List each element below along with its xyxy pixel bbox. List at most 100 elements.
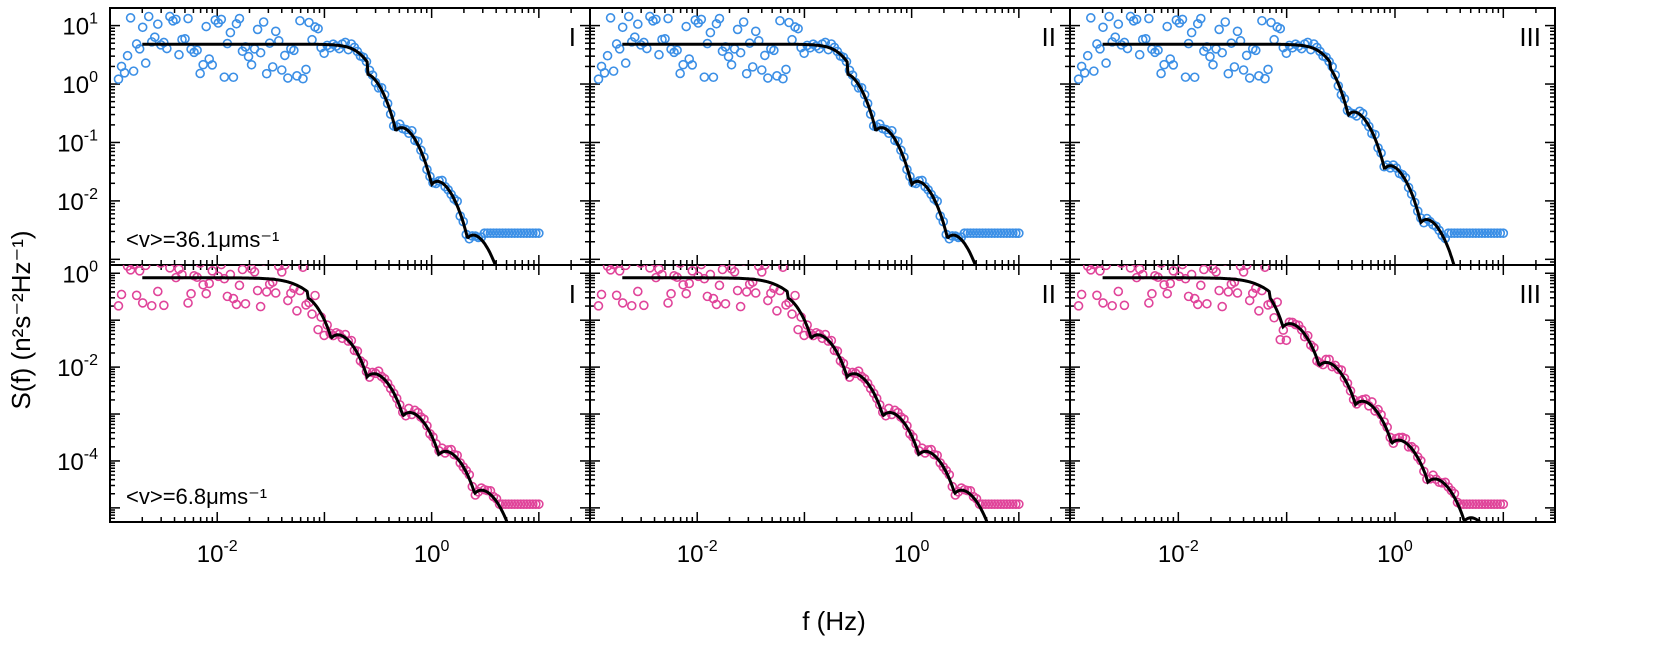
data-point	[1208, 59, 1218, 70]
data-point	[760, 265, 770, 270]
data-point	[1086, 13, 1096, 23]
data-point	[1211, 267, 1221, 277]
data-point	[1180, 72, 1191, 82]
data-point	[1208, 265, 1218, 274]
data-point	[645, 265, 655, 273]
data-point	[1403, 442, 1414, 452]
data-point	[790, 290, 800, 301]
data-point	[720, 298, 731, 309]
data-point	[793, 324, 803, 335]
data-point	[1082, 50, 1093, 61]
data-point	[121, 255, 129, 263]
data-point	[1107, 37, 1117, 47]
data-point	[1232, 26, 1243, 37]
data-point	[1079, 68, 1090, 78]
data-point	[593, 301, 604, 311]
data-point	[1214, 285, 1224, 296]
data-point	[1199, 265, 1209, 275]
data-point	[760, 50, 770, 61]
data-point	[726, 59, 737, 70]
data-point	[506, 228, 517, 239]
data-point	[494, 228, 505, 239]
data-point	[1144, 13, 1154, 24]
data-point	[1217, 47, 1227, 58]
data-point	[151, 254, 159, 262]
data-point	[195, 265, 205, 269]
data-point	[1477, 228, 1487, 239]
data-point	[1007, 499, 1018, 509]
data-point	[992, 499, 1003, 509]
data-point	[183, 298, 193, 308]
data-point	[534, 499, 544, 509]
panel-label: III	[1519, 22, 1541, 52]
data-point	[1446, 228, 1457, 239]
data-point	[705, 27, 716, 38]
data-point	[1495, 499, 1506, 509]
data-point	[207, 60, 218, 70]
data-point	[995, 499, 1006, 509]
data-point	[237, 265, 248, 275]
data-point	[633, 286, 643, 297]
data-point	[787, 309, 797, 319]
data-point	[602, 50, 613, 61]
data-point	[1147, 288, 1157, 299]
data-point	[971, 228, 982, 239]
data-point	[134, 44, 145, 54]
data-layer	[593, 11, 1024, 265]
data-point	[1434, 225, 1444, 236]
fit-line	[1102, 42, 1456, 265]
data-point	[255, 301, 266, 312]
data-point	[1492, 228, 1503, 239]
data-point	[119, 68, 130, 78]
data-point	[696, 265, 707, 270]
data-point	[280, 265, 290, 270]
data-point	[626, 300, 637, 311]
data-point	[723, 51, 734, 62]
data-point	[488, 228, 499, 239]
velocity-annotation: <v>=36.1μms⁻¹	[126, 227, 279, 252]
data-point	[1266, 17, 1276, 28]
data-point	[313, 23, 323, 34]
data-point	[286, 288, 296, 299]
data-point	[1464, 499, 1475, 509]
panel-label: I	[569, 279, 576, 309]
data-point	[763, 73, 773, 83]
data-point	[192, 45, 202, 56]
data-point	[787, 34, 797, 45]
data-point	[986, 499, 997, 509]
data-point	[643, 254, 651, 262]
data-point	[1275, 23, 1286, 34]
data-point	[1183, 291, 1194, 302]
data-point	[534, 228, 544, 239]
data-point	[319, 330, 329, 341]
data-point	[1134, 49, 1145, 60]
data-point	[1177, 14, 1188, 25]
data-point	[1232, 288, 1243, 298]
fit-line	[622, 276, 989, 522]
data-point	[750, 288, 761, 298]
data-point	[509, 499, 520, 509]
data-point	[1461, 228, 1472, 239]
data-point	[137, 298, 148, 308]
data-point	[146, 300, 157, 311]
y-tick-label: 100	[62, 69, 98, 99]
data-point	[171, 14, 181, 25]
data-point	[1189, 72, 1200, 83]
data-point	[1014, 499, 1024, 509]
data-point	[1131, 14, 1142, 25]
data-point	[708, 72, 719, 83]
data-point	[781, 64, 791, 75]
data-point	[687, 60, 698, 70]
data-point	[663, 298, 673, 308]
data-point	[620, 265, 631, 271]
data-point	[1480, 228, 1490, 239]
data-point	[506, 499, 517, 509]
data-point	[650, 265, 656, 266]
data-point	[1455, 228, 1466, 239]
data-point	[1257, 15, 1267, 26]
data-point	[261, 287, 272, 297]
data-point	[799, 48, 809, 59]
data-point	[140, 58, 151, 68]
data-point	[1205, 51, 1215, 62]
